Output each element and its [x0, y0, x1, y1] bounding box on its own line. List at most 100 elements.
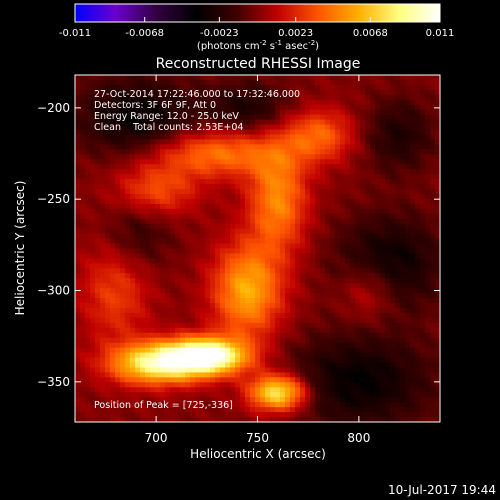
heatmap-cell	[100, 134, 106, 141]
heatmap-cell	[130, 337, 136, 344]
heatmap-cell	[120, 367, 126, 374]
heatmap-cell	[140, 193, 146, 200]
heatmap-cell	[435, 278, 440, 284]
heatmap-cell	[415, 407, 421, 413]
heatmap-cell	[235, 144, 241, 150]
heatmap-cell	[160, 258, 166, 264]
heatmap-cell	[205, 164, 211, 170]
heatmap-cell	[330, 332, 336, 339]
heatmap-cell	[275, 293, 281, 299]
heatmap-cell	[235, 397, 241, 403]
heatmap-cell	[410, 307, 416, 314]
heatmap-cell	[130, 357, 136, 364]
heatmap-cell	[230, 298, 236, 304]
heatmap-cell	[220, 109, 226, 116]
heatmap-cell	[290, 84, 296, 91]
heatmap-cell	[350, 402, 356, 408]
heatmap-cell	[395, 149, 401, 155]
heatmap-cell	[165, 397, 171, 403]
heatmap-cell	[205, 347, 211, 354]
heatmap-cell	[280, 139, 286, 145]
heatmap-cell	[365, 218, 371, 225]
heatmap-cell	[125, 278, 131, 284]
heatmap-cell	[280, 223, 286, 230]
heatmap-cell	[345, 144, 351, 150]
heatmap-cell	[165, 402, 171, 408]
heatmap-cell	[340, 327, 346, 334]
heatmap-cell	[130, 402, 136, 408]
heatmap-cell	[315, 238, 321, 245]
heatmap-cell	[180, 203, 186, 210]
heatmap-cell	[155, 129, 161, 136]
heatmap-cell	[375, 407, 381, 413]
heatmap-cell	[275, 129, 281, 136]
heatmap-cell	[335, 119, 341, 126]
heatmap-cell	[285, 198, 291, 205]
heatmap-cell	[225, 317, 231, 324]
heatmap-cell	[325, 407, 331, 413]
heatmap-cell	[220, 89, 226, 96]
heatmap-cell	[410, 248, 416, 255]
heatmap-cell	[350, 169, 356, 175]
heatmap-cell	[230, 337, 236, 344]
heatmap-cell	[370, 263, 376, 269]
heatmap-cell	[340, 317, 346, 324]
heatmap-cell	[420, 184, 426, 190]
heatmap-cell	[215, 134, 221, 141]
heatmap-cell	[350, 332, 356, 339]
heatmap-cell	[145, 94, 151, 101]
heatmap-cell	[265, 357, 271, 364]
heatmap-cell	[170, 198, 176, 205]
heatmap-cell	[285, 243, 291, 250]
heatmap-cell	[140, 223, 146, 230]
heatmap-cell	[240, 298, 246, 304]
heatmap-cell	[405, 203, 411, 210]
heatmap-cell	[80, 397, 86, 403]
heatmap-cell	[180, 303, 186, 309]
heatmap-cell	[225, 288, 231, 294]
heatmap-cell	[125, 139, 131, 145]
heatmap-cell	[335, 124, 341, 131]
heatmap-cell	[270, 94, 276, 101]
heatmap-cell	[425, 357, 431, 364]
heatmap-cell	[335, 99, 341, 106]
heatmap-cell	[310, 322, 316, 329]
heatmap-cell	[100, 283, 106, 289]
heatmap-cell	[130, 134, 136, 141]
heatmap-cell	[195, 342, 201, 349]
heatmap-cell	[190, 317, 196, 324]
heatmap-cell	[400, 268, 406, 274]
heatmap-cell	[100, 79, 106, 86]
heatmap-cell	[130, 372, 136, 378]
heatmap-cell	[395, 372, 401, 378]
heatmap-cell	[300, 382, 306, 388]
heatmap-cell	[290, 129, 296, 136]
heatmap-cell	[135, 75, 141, 81]
heatmap-cell	[160, 278, 166, 284]
heatmap-cell	[145, 238, 151, 245]
heatmap-cell	[370, 208, 376, 215]
heatmap-cell	[430, 213, 436, 220]
heatmap-cell	[200, 258, 206, 264]
heatmap-cell	[385, 268, 391, 274]
heatmap-cell	[275, 283, 281, 289]
heatmap-cell	[420, 283, 426, 289]
heatmap-cell	[255, 139, 261, 145]
heatmap-cell	[380, 322, 386, 329]
heatmap-cell	[115, 258, 121, 264]
heatmap-cell	[355, 312, 361, 319]
heatmap-cell	[290, 228, 296, 235]
heatmap-cell	[255, 362, 261, 369]
heatmap-cell	[375, 134, 381, 141]
heatmap-cell	[295, 357, 301, 364]
heatmap-cell	[435, 248, 440, 255]
heatmap-cell	[135, 352, 141, 359]
heatmap-cell	[180, 139, 186, 145]
heatmap-cell	[365, 89, 371, 96]
heatmap-cell	[390, 342, 396, 349]
heatmap-cell	[105, 174, 111, 180]
heatmap-cell	[380, 293, 386, 299]
heatmap-cell	[385, 134, 391, 141]
heatmap-cell	[315, 402, 321, 408]
heatmap-cell	[435, 99, 440, 106]
